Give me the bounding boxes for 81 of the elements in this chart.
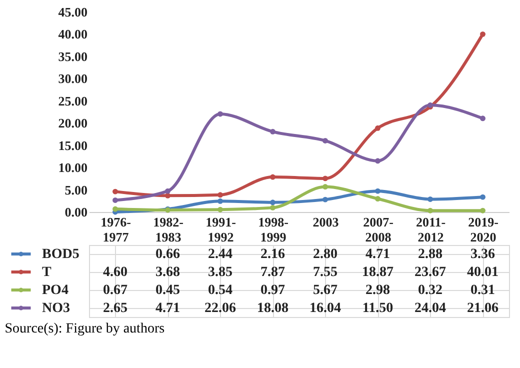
data-label: 4.60 — [103, 265, 128, 280]
data-label: 2.65 — [103, 301, 128, 316]
point — [480, 116, 486, 122]
point — [270, 200, 276, 206]
x-tick-label: 1982-1983 — [153, 214, 184, 244]
data-label: 4.71 — [156, 301, 180, 316]
point — [218, 111, 223, 117]
data-label: 0.45 — [156, 283, 180, 298]
data-label: 2.80 — [313, 247, 338, 262]
data-label: 22.06 — [204, 301, 236, 316]
y-tick-label: 30.00 — [58, 71, 88, 86]
point — [322, 176, 328, 182]
point — [375, 196, 380, 202]
point — [218, 192, 223, 198]
data-label: 2.16 — [260, 247, 285, 262]
point — [218, 198, 223, 204]
point — [480, 208, 486, 214]
data-label: 0.54 — [208, 283, 232, 298]
legend-label: PO4 — [42, 283, 68, 298]
data-label: 16.04 — [310, 301, 341, 316]
data-label: 3.85 — [208, 265, 232, 280]
y-tick-label: 45.00 — [58, 4, 88, 20]
point — [270, 174, 276, 180]
point — [428, 208, 433, 214]
source-note: Source(s): Figure by authors — [4, 322, 165, 336]
y-tick-label: 15.00 — [58, 138, 88, 153]
data-label: 4.71 — [366, 247, 390, 262]
point — [165, 188, 170, 194]
data-label: 0.32 — [418, 283, 442, 298]
data-label: 0.97 — [260, 283, 285, 298]
data-label: 11.50 — [362, 301, 394, 316]
y-tick-label: 40.00 — [58, 26, 88, 42]
point — [270, 128, 276, 134]
x-tick-label: 2011-2012 — [416, 214, 446, 244]
legend-label: BOD5 — [42, 247, 80, 262]
legend-label: T — [42, 265, 52, 280]
data-label: 3.36 — [470, 247, 495, 262]
legend-label: NO3 — [42, 301, 70, 316]
x-tick-label: 1991-1992 — [206, 214, 236, 244]
data-label: 0.67 — [103, 283, 128, 298]
x-tick-label: 2003 — [312, 214, 340, 230]
data-label: 40.01 — [467, 265, 498, 280]
x-tick-label: 1998-1999 — [258, 214, 288, 244]
data-label: 21.06 — [467, 301, 498, 316]
point — [375, 125, 380, 131]
data-label: 3.68 — [156, 265, 180, 280]
data-label: 2.44 — [208, 247, 232, 262]
x-tick-label: 1976-1977 — [100, 214, 131, 244]
y-tick-label: 35.00 — [58, 48, 88, 64]
y-tick-label: 20.00 — [58, 116, 88, 131]
y-tick-label: 0.00 — [64, 204, 88, 220]
data-label: 18.87 — [362, 265, 394, 280]
point — [270, 204, 276, 210]
point — [112, 206, 118, 212]
y-tick-label: 5.00 — [64, 182, 88, 198]
data-label: 5.67 — [313, 283, 338, 298]
data-label: 2.88 — [418, 247, 442, 262]
point — [112, 197, 118, 203]
point — [112, 188, 118, 194]
point — [375, 158, 380, 164]
x-tick-label: 2019-2020 — [468, 214, 498, 244]
point — [375, 188, 380, 194]
point — [322, 196, 328, 202]
point — [428, 196, 433, 202]
x-tick-label: 2007-2008 — [363, 214, 394, 244]
point — [218, 206, 223, 212]
point — [480, 194, 486, 200]
data-label: 23.67 — [414, 265, 446, 280]
y-tick-label: 10.00 — [58, 160, 88, 176]
data-label: 18.08 — [257, 301, 288, 316]
data-label: 2.98 — [366, 283, 390, 298]
y-tick-label: 25.00 — [58, 93, 88, 108]
point — [322, 184, 328, 190]
data-label: 7.55 — [313, 265, 338, 280]
data-label: 7.87 — [260, 265, 285, 280]
data-label: 24.04 — [414, 301, 446, 316]
point — [165, 192, 170, 198]
point — [322, 138, 328, 144]
data-label: 0.66 — [156, 247, 180, 262]
point — [480, 31, 486, 37]
data-label: 0.31 — [470, 283, 495, 298]
